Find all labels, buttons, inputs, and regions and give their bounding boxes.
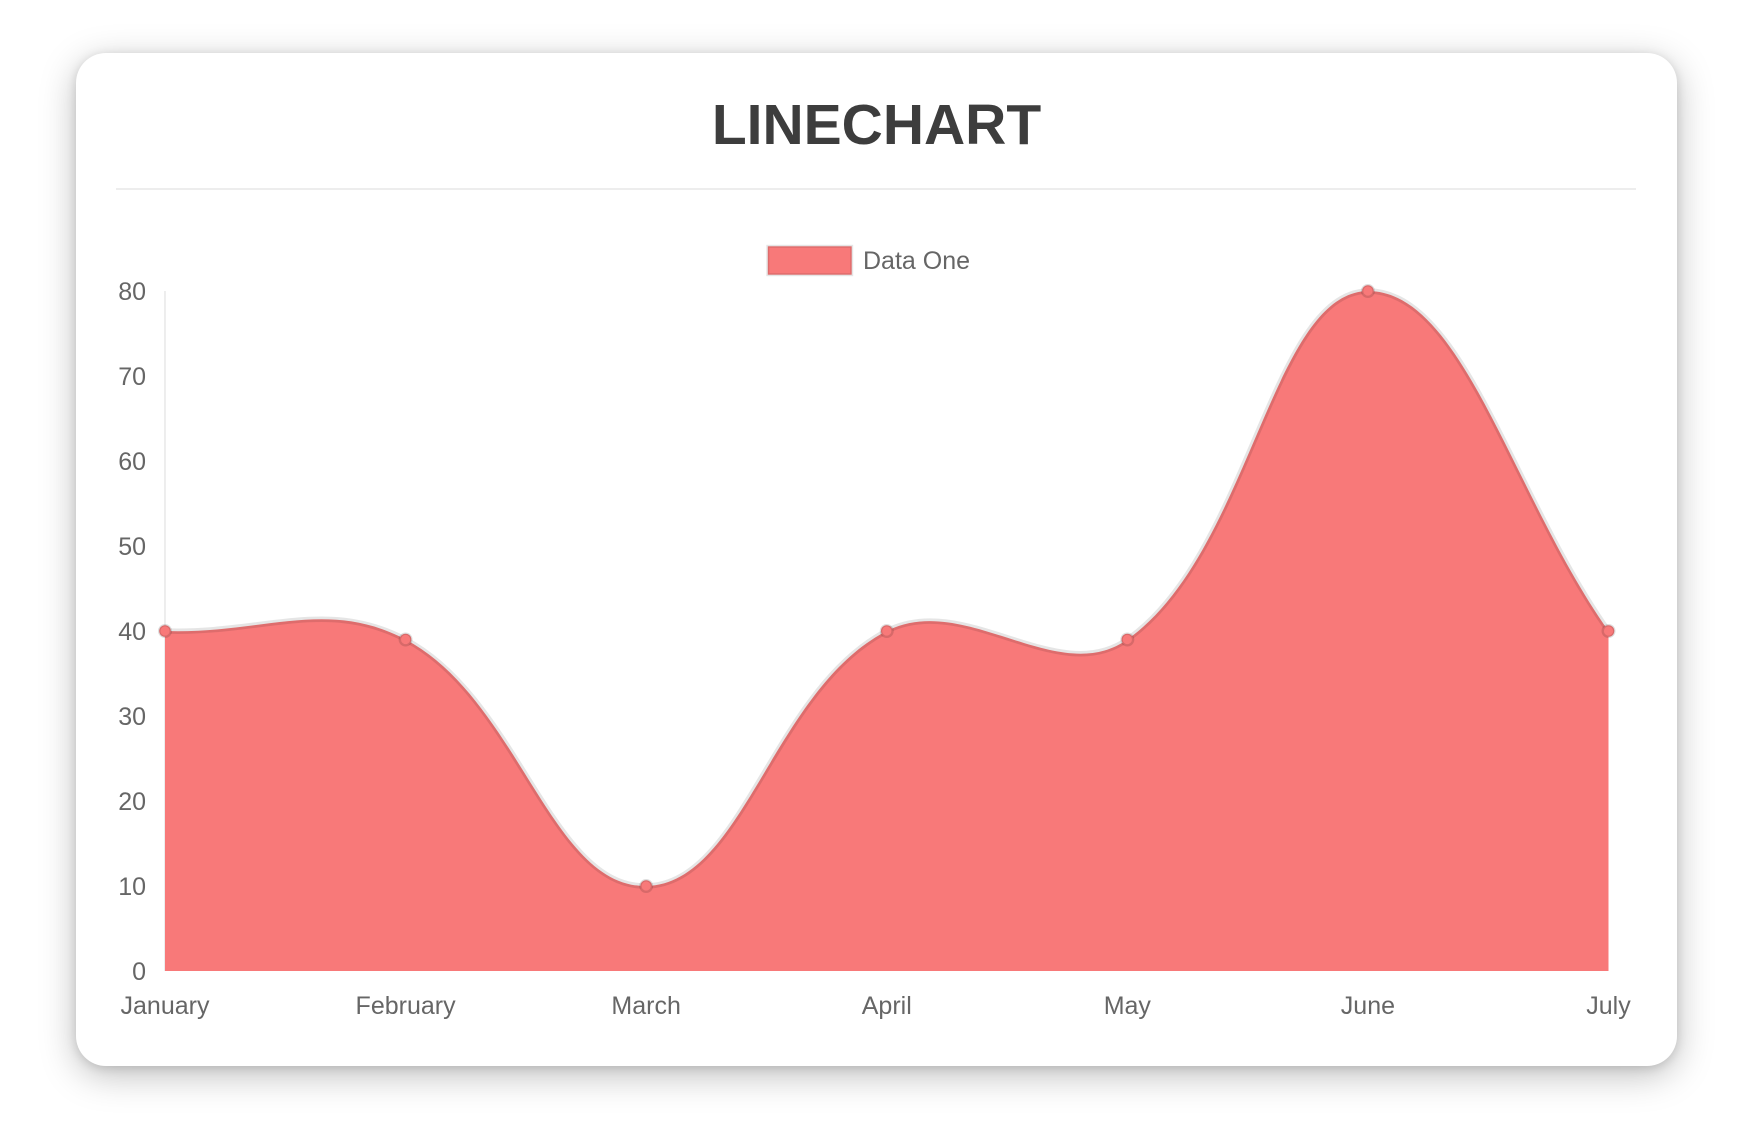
svg-text:10: 10 [118, 873, 146, 901]
svg-text:July: July [1586, 992, 1631, 1020]
svg-text:50: 50 [118, 533, 146, 561]
svg-text:40: 40 [118, 618, 146, 646]
svg-text:January: January [121, 992, 210, 1020]
svg-text:80: 80 [118, 278, 146, 306]
svg-text:April: April [862, 992, 912, 1020]
svg-text:20: 20 [118, 788, 146, 816]
svg-text:March: March [611, 992, 680, 1020]
svg-text:Data One: Data One [863, 247, 970, 275]
svg-text:60: 60 [118, 448, 146, 476]
svg-text:30: 30 [118, 703, 146, 731]
svg-text:0: 0 [132, 958, 146, 986]
svg-text:70: 70 [118, 363, 146, 391]
svg-text:May: May [1104, 992, 1152, 1020]
svg-text:February: February [356, 992, 457, 1020]
svg-text:June: June [1341, 992, 1395, 1020]
